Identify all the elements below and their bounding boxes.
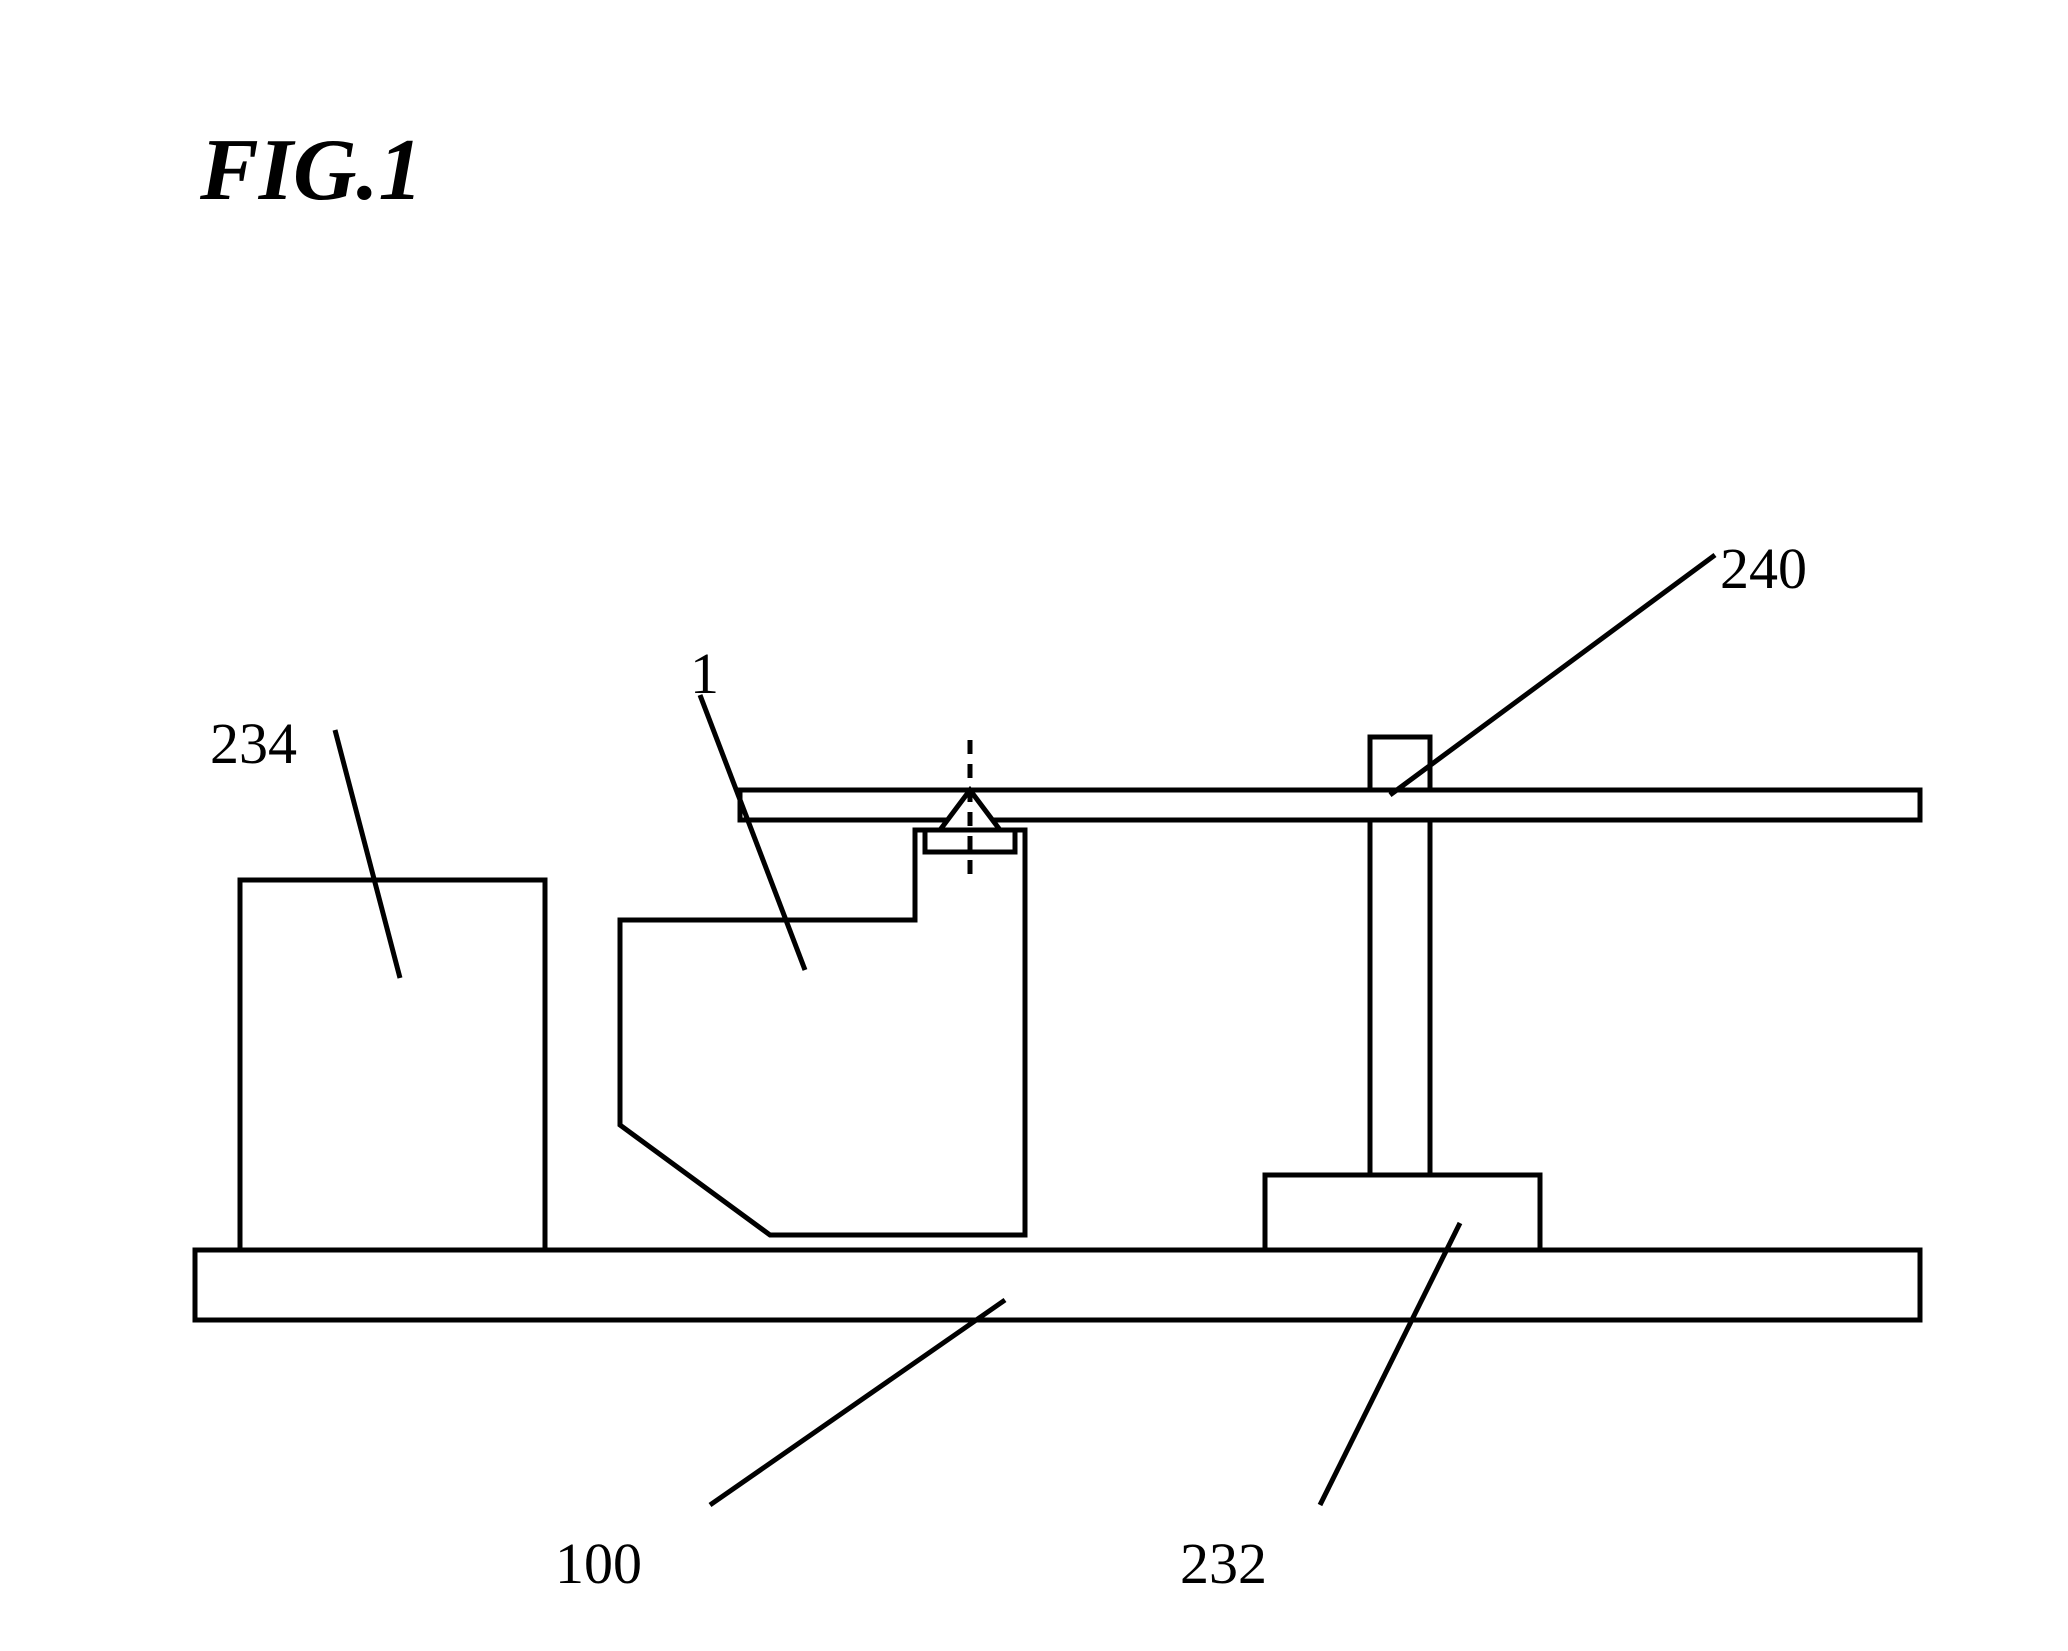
diagram-svg (0, 0, 2068, 1651)
label-100: 100 (555, 1530, 642, 1597)
label-232: 232 (1180, 1530, 1267, 1597)
label-240: 240 (1720, 535, 1807, 602)
label-1: 1 (690, 640, 719, 707)
label-234: 234 (210, 710, 297, 777)
figure-title: FIG.1 (200, 120, 423, 221)
